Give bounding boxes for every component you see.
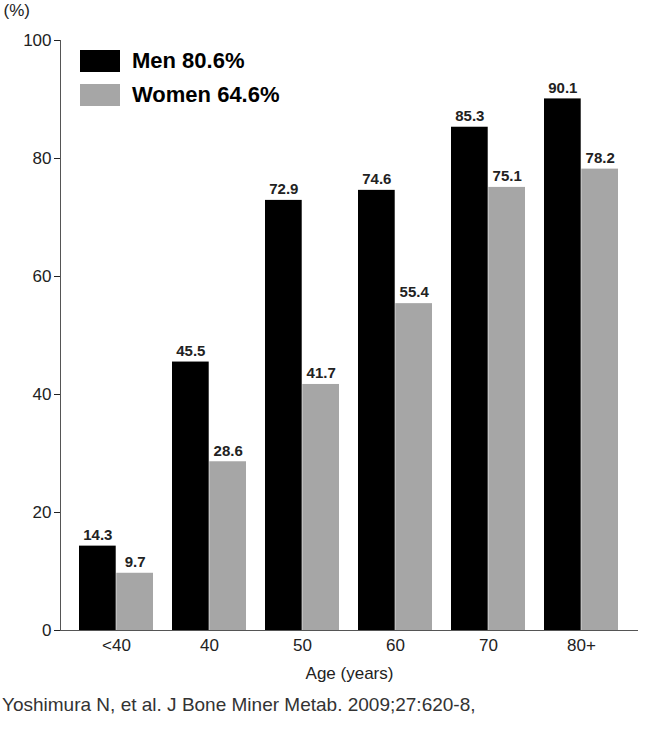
html-text:Yoshimura N, et al. J Bone Min: Yoshimura N, et al. J Bone Miner Metab. … [2, 694, 476, 715]
svg-text:80+: 80+ [567, 636, 596, 655]
svg-text:74.6: 74.6 [362, 170, 391, 187]
svg-text:45.5: 45.5 [176, 342, 205, 359]
svg-text:72.9: 72.9 [269, 180, 298, 197]
svg-text:28.6: 28.6 [214, 442, 243, 459]
svg-text:60: 60 [33, 267, 52, 286]
svg-text:100: 100 [23, 31, 51, 50]
svg-text:70: 70 [479, 636, 498, 655]
svg-text:9.7: 9.7 [125, 553, 146, 570]
svg-text:80: 80 [33, 149, 52, 168]
svg-text:40: 40 [200, 636, 219, 655]
html-text:Women 64.6%: Women 64.6% [132, 82, 280, 107]
svg-text:60: 60 [386, 636, 405, 655]
svg-text:20: 20 [33, 503, 52, 522]
svg-text:(%): (%) [4, 1, 30, 20]
svg-text:75.1: 75.1 [493, 167, 522, 184]
html-text:Men 80.6%: Men 80.6% [132, 48, 245, 73]
svg-text:0: 0 [42, 621, 51, 640]
svg-text:Age (years): Age (years) [306, 664, 394, 683]
svg-text:41.7: 41.7 [307, 364, 336, 381]
svg-text:14.3: 14.3 [83, 526, 112, 543]
svg-text:55.4: 55.4 [400, 283, 430, 300]
svg-text:85.3: 85.3 [455, 107, 484, 124]
svg-text:78.2: 78.2 [586, 149, 615, 166]
svg-text:<40: <40 [102, 636, 131, 655]
svg-text:90.1: 90.1 [548, 79, 577, 96]
svg-text:50: 50 [293, 636, 312, 655]
svg-text:40: 40 [33, 385, 52, 404]
